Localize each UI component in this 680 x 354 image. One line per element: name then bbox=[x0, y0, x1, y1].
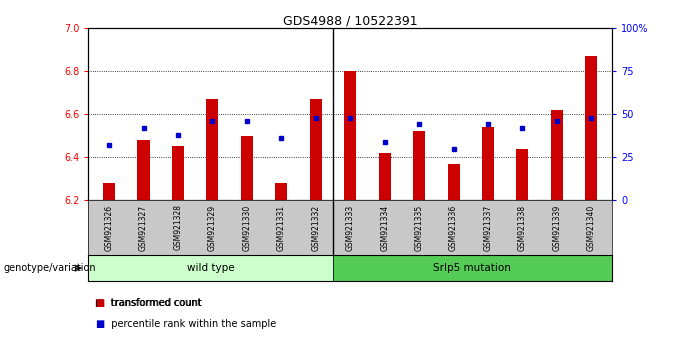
Text: GSM921338: GSM921338 bbox=[518, 204, 527, 251]
Text: GSM921334: GSM921334 bbox=[380, 204, 389, 251]
Bar bbox=[309, 99, 322, 200]
Text: GSM921329: GSM921329 bbox=[208, 204, 217, 251]
Text: GSM921336: GSM921336 bbox=[449, 204, 458, 251]
Text: GSM921331: GSM921331 bbox=[277, 204, 286, 251]
Text: GSM921340: GSM921340 bbox=[587, 204, 596, 251]
Text: ■  transformed count: ■ transformed count bbox=[95, 298, 201, 308]
Bar bbox=[482, 127, 494, 200]
Text: GSM921330: GSM921330 bbox=[242, 204, 252, 251]
Text: GSM921339: GSM921339 bbox=[552, 204, 562, 251]
Bar bbox=[344, 71, 356, 200]
Text: ■: ■ bbox=[95, 298, 105, 308]
Bar bbox=[333, 255, 612, 281]
Bar bbox=[207, 99, 218, 200]
Text: GSM921328: GSM921328 bbox=[173, 204, 182, 250]
Bar bbox=[172, 146, 184, 200]
Bar bbox=[447, 164, 460, 200]
Text: GSM921332: GSM921332 bbox=[311, 204, 320, 251]
Text: genotype/variation: genotype/variation bbox=[3, 263, 96, 273]
Text: ■: ■ bbox=[95, 319, 105, 329]
Bar bbox=[88, 255, 333, 281]
Text: percentile rank within the sample: percentile rank within the sample bbox=[105, 319, 277, 329]
Text: wild type: wild type bbox=[187, 263, 235, 273]
Text: transformed count: transformed count bbox=[105, 298, 203, 308]
Bar bbox=[137, 140, 150, 200]
Bar bbox=[275, 183, 288, 200]
Text: GSM921333: GSM921333 bbox=[345, 204, 355, 251]
Text: GDS4988 / 10522391: GDS4988 / 10522391 bbox=[283, 14, 418, 27]
Bar bbox=[551, 110, 563, 200]
Text: GSM921327: GSM921327 bbox=[139, 204, 148, 251]
Bar bbox=[413, 131, 425, 200]
Bar bbox=[379, 153, 391, 200]
Bar bbox=[103, 183, 115, 200]
Bar bbox=[516, 148, 528, 200]
Bar bbox=[241, 136, 253, 200]
Text: Srlp5 mutation: Srlp5 mutation bbox=[433, 263, 511, 273]
Bar bbox=[585, 56, 597, 200]
Text: GSM921335: GSM921335 bbox=[415, 204, 424, 251]
Text: GSM921337: GSM921337 bbox=[483, 204, 492, 251]
Text: GSM921326: GSM921326 bbox=[105, 204, 114, 251]
